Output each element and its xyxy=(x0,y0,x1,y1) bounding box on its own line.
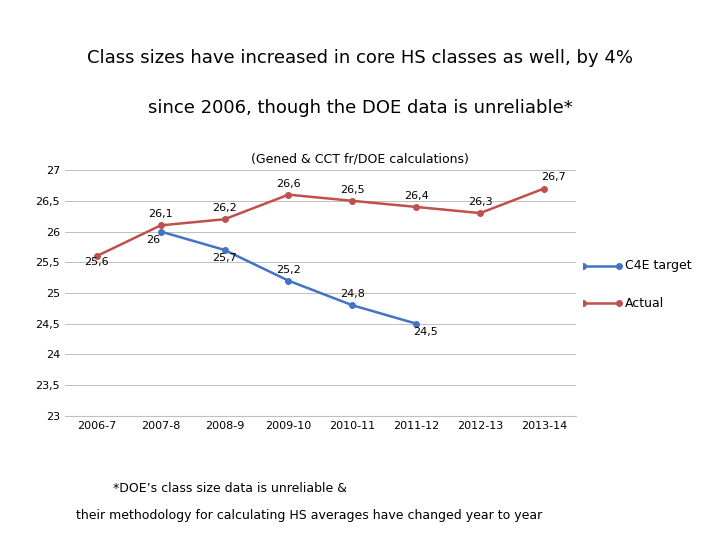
Text: 26,5: 26,5 xyxy=(340,185,364,194)
Text: 26,3: 26,3 xyxy=(468,197,492,207)
Text: 26: 26 xyxy=(146,235,160,245)
Text: *DOE’s class size data is unreliable &: *DOE’s class size data is unreliable & xyxy=(114,482,347,495)
Text: their methodology for calculating HS averages have changed year to year: their methodology for calculating HS ave… xyxy=(76,509,543,522)
Text: Class sizes have increased in core HS classes as well, by 4%: Class sizes have increased in core HS cl… xyxy=(87,49,633,67)
Text: 26,4: 26,4 xyxy=(404,191,428,201)
Text: Actual: Actual xyxy=(625,296,664,309)
Text: 26,7: 26,7 xyxy=(541,172,566,183)
Text: 25,7: 25,7 xyxy=(212,253,237,264)
Text: 26,6: 26,6 xyxy=(276,179,301,188)
Text: (Gened & CCT fr/DOE calculations): (Gened & CCT fr/DOE calculations) xyxy=(251,153,469,166)
Text: 25,6: 25,6 xyxy=(84,257,109,267)
Text: 26,1: 26,1 xyxy=(148,209,173,219)
Text: C4E target: C4E target xyxy=(625,259,691,273)
Text: 24,8: 24,8 xyxy=(340,289,365,299)
Text: 26,2: 26,2 xyxy=(212,203,237,213)
Text: 24,5: 24,5 xyxy=(413,327,438,337)
Text: since 2006, though the DOE data is unreliable*: since 2006, though the DOE data is unrel… xyxy=(148,99,572,117)
Text: 25,2: 25,2 xyxy=(276,265,301,274)
